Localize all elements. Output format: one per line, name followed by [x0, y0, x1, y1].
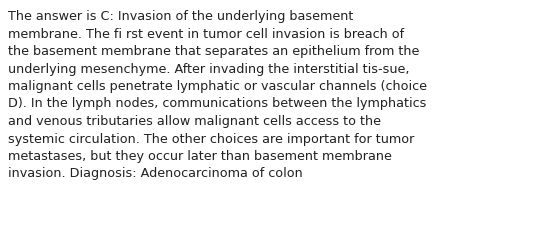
Text: The answer is C: Invasion of the underlying basement
membrane. The fi rst event : The answer is C: Invasion of the underly… [8, 10, 427, 180]
